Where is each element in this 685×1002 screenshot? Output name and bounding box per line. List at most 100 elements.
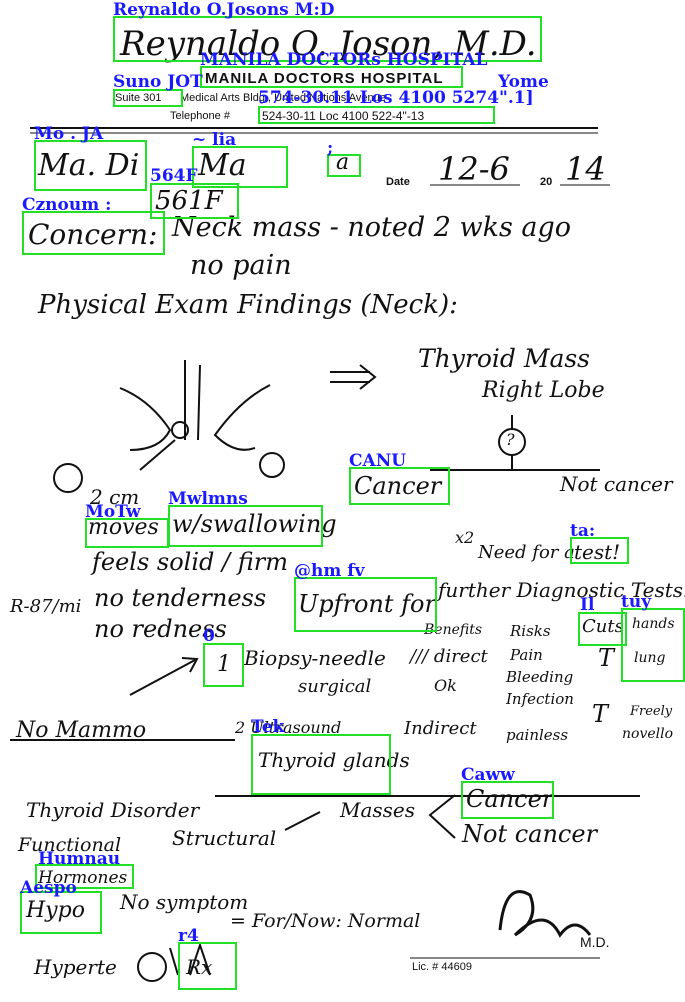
annotation-label: Mwlmns xyxy=(168,489,248,509)
redness-text: no redness xyxy=(94,615,227,643)
t-mark-2: T xyxy=(592,700,609,728)
indirect-text: Indirect xyxy=(404,718,477,739)
license-number: Lic. # 44609 xyxy=(412,961,472,973)
t-mark: T xyxy=(598,644,615,672)
annotation-box xyxy=(258,106,495,124)
date-value: 12-6 xyxy=(438,150,510,188)
benefits-text: Benefits xyxy=(424,622,483,638)
annotation-label: Yome xyxy=(498,72,549,92)
date-prefix: Date xyxy=(386,176,410,188)
year-prefix: 20 xyxy=(540,176,553,188)
test-text: test! xyxy=(574,540,621,564)
signature-md: M.D. xyxy=(580,934,610,950)
annotation-box xyxy=(85,518,169,548)
freely-text: Freely xyxy=(630,704,673,719)
thyroid-disorder: Thyroid Disorder xyxy=(26,798,200,822)
rx-text: Rx xyxy=(186,955,213,979)
address-text: Medical Arts Bldg., United Nations Avenu… xyxy=(180,92,386,104)
masses-text: Masses xyxy=(340,798,416,822)
rx-note: R-87/mi xyxy=(10,596,82,617)
annotation-box xyxy=(34,140,147,191)
annotation-label: 564F xyxy=(150,166,198,186)
not-cancer-label: Not cancer xyxy=(560,472,673,496)
annotation-label: @hm fv xyxy=(294,561,365,581)
annotation-box xyxy=(349,467,450,505)
annotation-box xyxy=(621,608,685,682)
biopsy-text: Biopsy-needle xyxy=(244,646,386,670)
no-symptom-text: No symptom xyxy=(120,890,249,914)
annotation-box xyxy=(570,537,629,564)
patient-middle: Ma xyxy=(198,148,247,183)
surgical-text: surgical xyxy=(298,676,372,697)
annotation-box xyxy=(168,505,323,547)
doctor-name: Reynaldo O. Joson, M.D. xyxy=(120,24,537,64)
annotation-box xyxy=(200,66,463,88)
not-cancer-2: Not cancer xyxy=(462,820,598,848)
structural-text: Structural xyxy=(172,826,277,850)
bleeding-text: Bleeding xyxy=(506,668,574,686)
annotation-box xyxy=(203,643,244,687)
for-now-text: = For/Now: Normal xyxy=(230,910,421,932)
risks-text: Risks xyxy=(510,622,551,640)
annotation-label: Reynaldo O.Josons M:D xyxy=(113,0,335,20)
cancer-label-2: Cancer xyxy=(466,785,554,813)
annotation-label: Humnau xyxy=(38,849,121,869)
further-text: further Diagnostic Tests: xyxy=(438,578,685,602)
annotation-box xyxy=(327,154,361,177)
thyroid-mass: Thyroid Mass xyxy=(418,344,591,373)
functional-text: Functional xyxy=(18,834,122,856)
annotation-label: Cznoum : xyxy=(22,195,112,215)
telephone-prefix: Telephone # xyxy=(170,110,230,122)
annotation-label: ta: xyxy=(570,521,596,541)
hospital-name: MANILA DOCTORS HOSPITAL xyxy=(205,70,444,87)
ultrasound-text: 2 Ultrasound xyxy=(235,718,342,737)
annotation-label: MANILA DOCTORs HOSPITAL xyxy=(200,50,488,70)
biopsy-number: 1 xyxy=(217,652,231,677)
annotation-label: Mo . JA xyxy=(34,124,104,144)
annotation-box xyxy=(294,577,437,632)
tenderness-text: no tenderness xyxy=(94,584,267,612)
year-value: 14 xyxy=(565,150,606,188)
swallowing-text: w/swallowing xyxy=(172,510,337,538)
lung-text: lung xyxy=(634,650,666,666)
tree-question: ? xyxy=(506,430,515,449)
pct-note: x2 xyxy=(455,528,475,547)
annotation-box xyxy=(113,16,542,62)
handz-text: hands xyxy=(632,616,675,632)
direct-text: /// direct xyxy=(410,646,488,667)
hypo-text: Hypo xyxy=(26,898,85,923)
annotation-label: Aespo xyxy=(20,878,77,898)
annotation-label: ~ lia xyxy=(192,130,237,150)
need-for: Need for a xyxy=(478,542,575,563)
hyperte-text: Hyperte xyxy=(34,955,117,979)
annotation-box xyxy=(251,734,391,795)
cancer-label-1: Cancer xyxy=(354,472,442,500)
annotation-label: Tek xyxy=(251,717,285,737)
annotation-box xyxy=(461,781,554,819)
infection-text: Infection xyxy=(506,690,574,708)
mammo-text: No Mammo xyxy=(16,718,147,743)
annotation-label: Suno JOT xyxy=(113,72,203,92)
annotation-label: r4 xyxy=(178,926,199,946)
annotation-box xyxy=(150,183,239,219)
annotation-box xyxy=(192,146,288,188)
annotation-box xyxy=(178,942,237,990)
pain-text: Pain xyxy=(510,646,543,664)
annotation-label: CANU xyxy=(349,451,407,471)
annotation-label: Caww xyxy=(461,765,515,785)
thyroid-glands: Thyroid glands xyxy=(258,748,410,772)
patient-extra: a xyxy=(336,150,350,175)
patient-name: Ma. Di xyxy=(38,148,140,183)
annotation-label: 0 xyxy=(203,626,215,646)
annotation-label: tuy xyxy=(621,592,652,612)
annotation-box xyxy=(22,211,165,255)
annotation-box xyxy=(35,864,134,889)
annotation-box xyxy=(578,612,627,646)
annotation-box xyxy=(20,891,102,934)
annotation-label: ; xyxy=(327,138,334,158)
upfront-text: Upfront for xyxy=(298,590,436,618)
painless-text: painless xyxy=(506,726,569,744)
concern-text-2: no pain xyxy=(190,250,292,281)
cuts-text: Cuts xyxy=(582,616,624,637)
